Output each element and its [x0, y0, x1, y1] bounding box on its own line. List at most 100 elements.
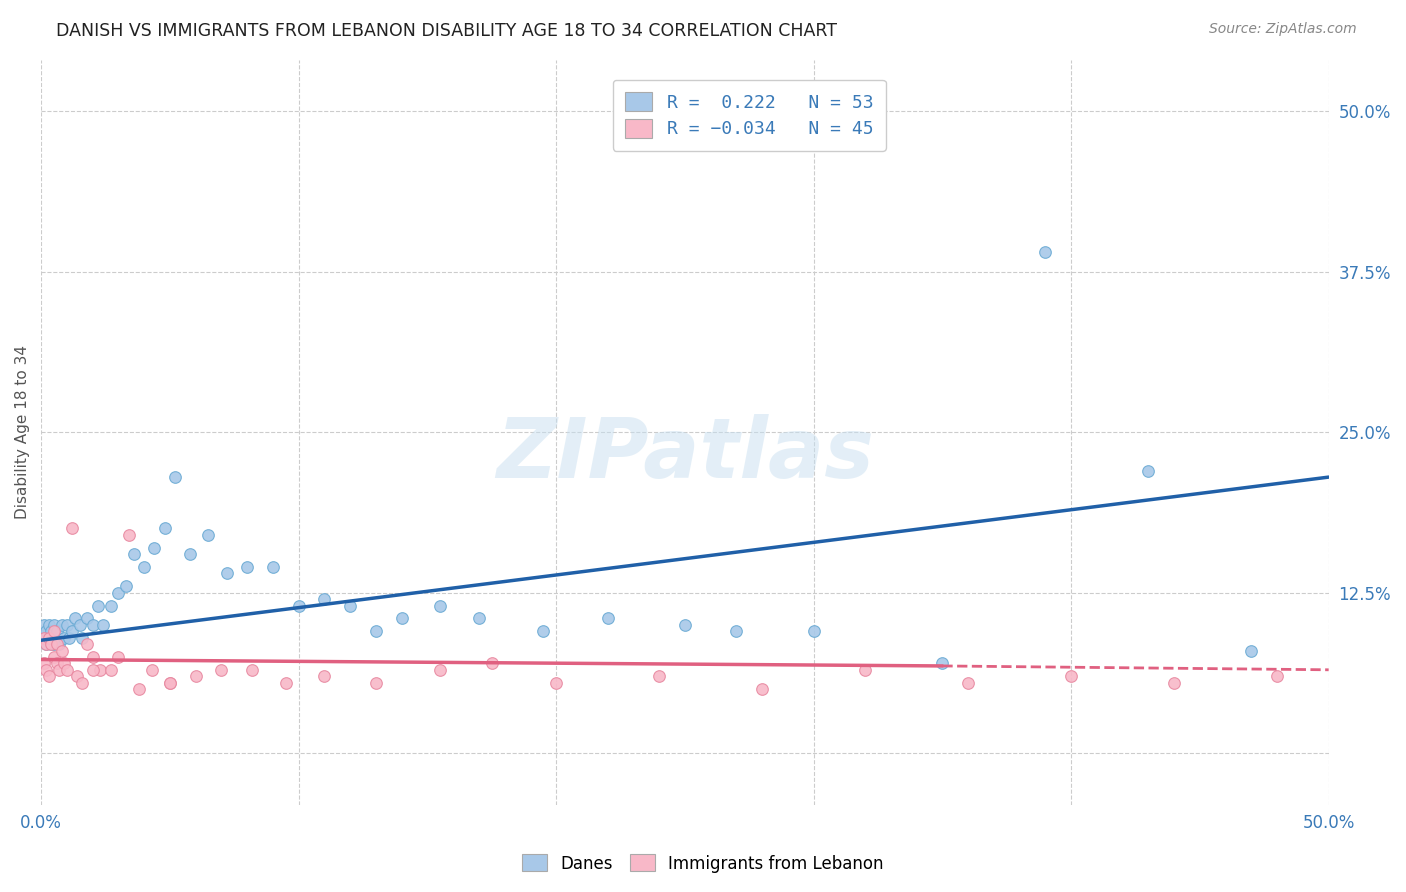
Point	[143, 541, 166, 555]
Text: ZIPatlas: ZIPatlas	[496, 414, 873, 495]
Point	[51, 643, 73, 657]
Point	[41, 637, 63, 651]
Point	[35, 624, 58, 639]
Point	[66, 669, 89, 683]
Point	[391, 611, 413, 625]
Point	[725, 624, 748, 639]
Point	[63, 611, 86, 625]
Point	[76, 611, 98, 625]
Point	[89, 663, 111, 677]
Point	[153, 521, 176, 535]
Point	[197, 528, 219, 542]
Point	[76, 637, 98, 651]
Point	[41, 624, 63, 639]
Point	[132, 560, 155, 574]
Point	[596, 611, 619, 625]
Point	[56, 663, 79, 677]
Point	[215, 566, 238, 581]
Point	[69, 617, 91, 632]
Point	[1060, 669, 1083, 683]
Point	[118, 528, 141, 542]
Point	[429, 663, 451, 677]
Point	[141, 663, 163, 677]
Point	[51, 617, 73, 632]
Point	[262, 560, 284, 574]
Point	[957, 675, 980, 690]
Point	[122, 547, 145, 561]
Point	[32, 617, 55, 632]
Point	[107, 649, 129, 664]
Point	[481, 657, 503, 671]
Point	[72, 675, 94, 690]
Point	[41, 637, 63, 651]
Point	[314, 669, 336, 683]
Point	[364, 624, 387, 639]
Point	[42, 649, 65, 664]
Point	[45, 637, 67, 651]
Point	[38, 631, 60, 645]
Point	[45, 624, 67, 639]
Point	[1163, 675, 1185, 690]
Point	[274, 675, 297, 690]
Point	[38, 631, 60, 645]
Text: DANISH VS IMMIGRANTS FROM LEBANON DISABILITY AGE 18 TO 34 CORRELATION CHART: DANISH VS IMMIGRANTS FROM LEBANON DISABI…	[56, 22, 837, 40]
Point	[32, 631, 55, 645]
Point	[60, 521, 83, 535]
Point	[32, 631, 55, 645]
Point	[32, 657, 55, 671]
Point	[1265, 669, 1288, 683]
Point	[42, 624, 65, 639]
Text: Source: ZipAtlas.com: Source: ZipAtlas.com	[1209, 22, 1357, 37]
Point	[82, 617, 104, 632]
Point	[100, 599, 122, 613]
Point	[35, 663, 58, 677]
Point	[58, 631, 80, 645]
Point	[853, 663, 876, 677]
Point	[468, 611, 491, 625]
Point	[53, 657, 76, 671]
Point	[48, 663, 70, 677]
Point	[38, 669, 60, 683]
Point	[91, 617, 114, 632]
Point	[107, 585, 129, 599]
Point	[1240, 643, 1263, 657]
Point	[115, 579, 138, 593]
Point	[1137, 464, 1160, 478]
Legend: R =  0.222   N = 53, R = −0.034   N = 45: R = 0.222 N = 53, R = −0.034 N = 45	[613, 79, 886, 151]
Point	[35, 637, 58, 651]
Point	[159, 675, 181, 690]
Point	[209, 663, 232, 677]
Point	[803, 624, 825, 639]
Point	[931, 657, 953, 671]
Point	[159, 675, 181, 690]
Legend: Danes, Immigrants from Lebanon: Danes, Immigrants from Lebanon	[516, 847, 890, 880]
Point	[236, 560, 259, 574]
Point	[42, 637, 65, 651]
Point	[53, 631, 76, 645]
Point	[87, 599, 110, 613]
Point	[184, 669, 207, 683]
Point	[100, 663, 122, 677]
Point	[429, 599, 451, 613]
Point	[163, 470, 186, 484]
Point	[751, 681, 773, 696]
Point	[673, 617, 696, 632]
Point	[1035, 245, 1057, 260]
Point	[128, 681, 150, 696]
Point	[314, 592, 336, 607]
Point	[364, 675, 387, 690]
Point	[339, 599, 361, 613]
Point	[56, 617, 79, 632]
Y-axis label: Disability Age 18 to 34: Disability Age 18 to 34	[15, 345, 30, 519]
Point	[35, 637, 58, 651]
Point	[72, 631, 94, 645]
Point	[531, 624, 554, 639]
Point	[82, 649, 104, 664]
Point	[240, 663, 263, 677]
Point	[48, 637, 70, 651]
Point	[45, 657, 67, 671]
Point	[38, 617, 60, 632]
Point	[60, 624, 83, 639]
Point	[42, 617, 65, 632]
Point	[287, 599, 309, 613]
